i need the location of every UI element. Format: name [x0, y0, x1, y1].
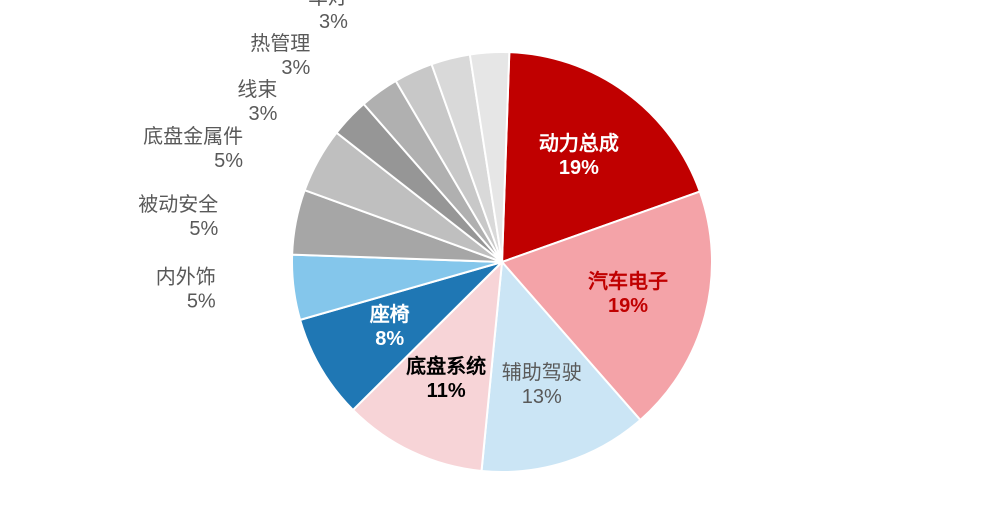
slice-label: 被动安全 [138, 193, 218, 216]
slice-label: 座椅 [370, 302, 410, 326]
slice-label: 底盘系统 [406, 354, 486, 378]
slice-label: 8% [375, 328, 404, 350]
slice-label: 底盘金属件 [143, 125, 243, 148]
slice-label: 汽车电子 [588, 269, 668, 293]
slice-label: 3% [281, 57, 310, 79]
slice-label: 19% [608, 295, 648, 317]
slice-label: 19% [559, 157, 599, 179]
slice-label: 5% [214, 150, 243, 172]
slice-label: 3% [249, 103, 278, 125]
slice-label: 5% [187, 291, 216, 313]
slice-label: 辅助驾驶 [502, 361, 582, 384]
slice-label: 内外饰 [156, 266, 216, 289]
slice-label: 13% [522, 386, 562, 408]
slice-label: 11% [427, 380, 466, 402]
slice-label: 动力总成 [539, 131, 619, 155]
slice-label: 热管理 [250, 32, 310, 55]
pie-chart: 动力总成19%汽车电子19%辅助驾驶13%底盘系统11%座椅8%内外饰5%被动安… [0, 0, 1005, 524]
slice-label: 车灯 [308, 0, 348, 9]
slice-label: 3% [319, 11, 348, 33]
slice-label: 5% [189, 218, 218, 240]
slice-label: 线束 [237, 78, 277, 101]
